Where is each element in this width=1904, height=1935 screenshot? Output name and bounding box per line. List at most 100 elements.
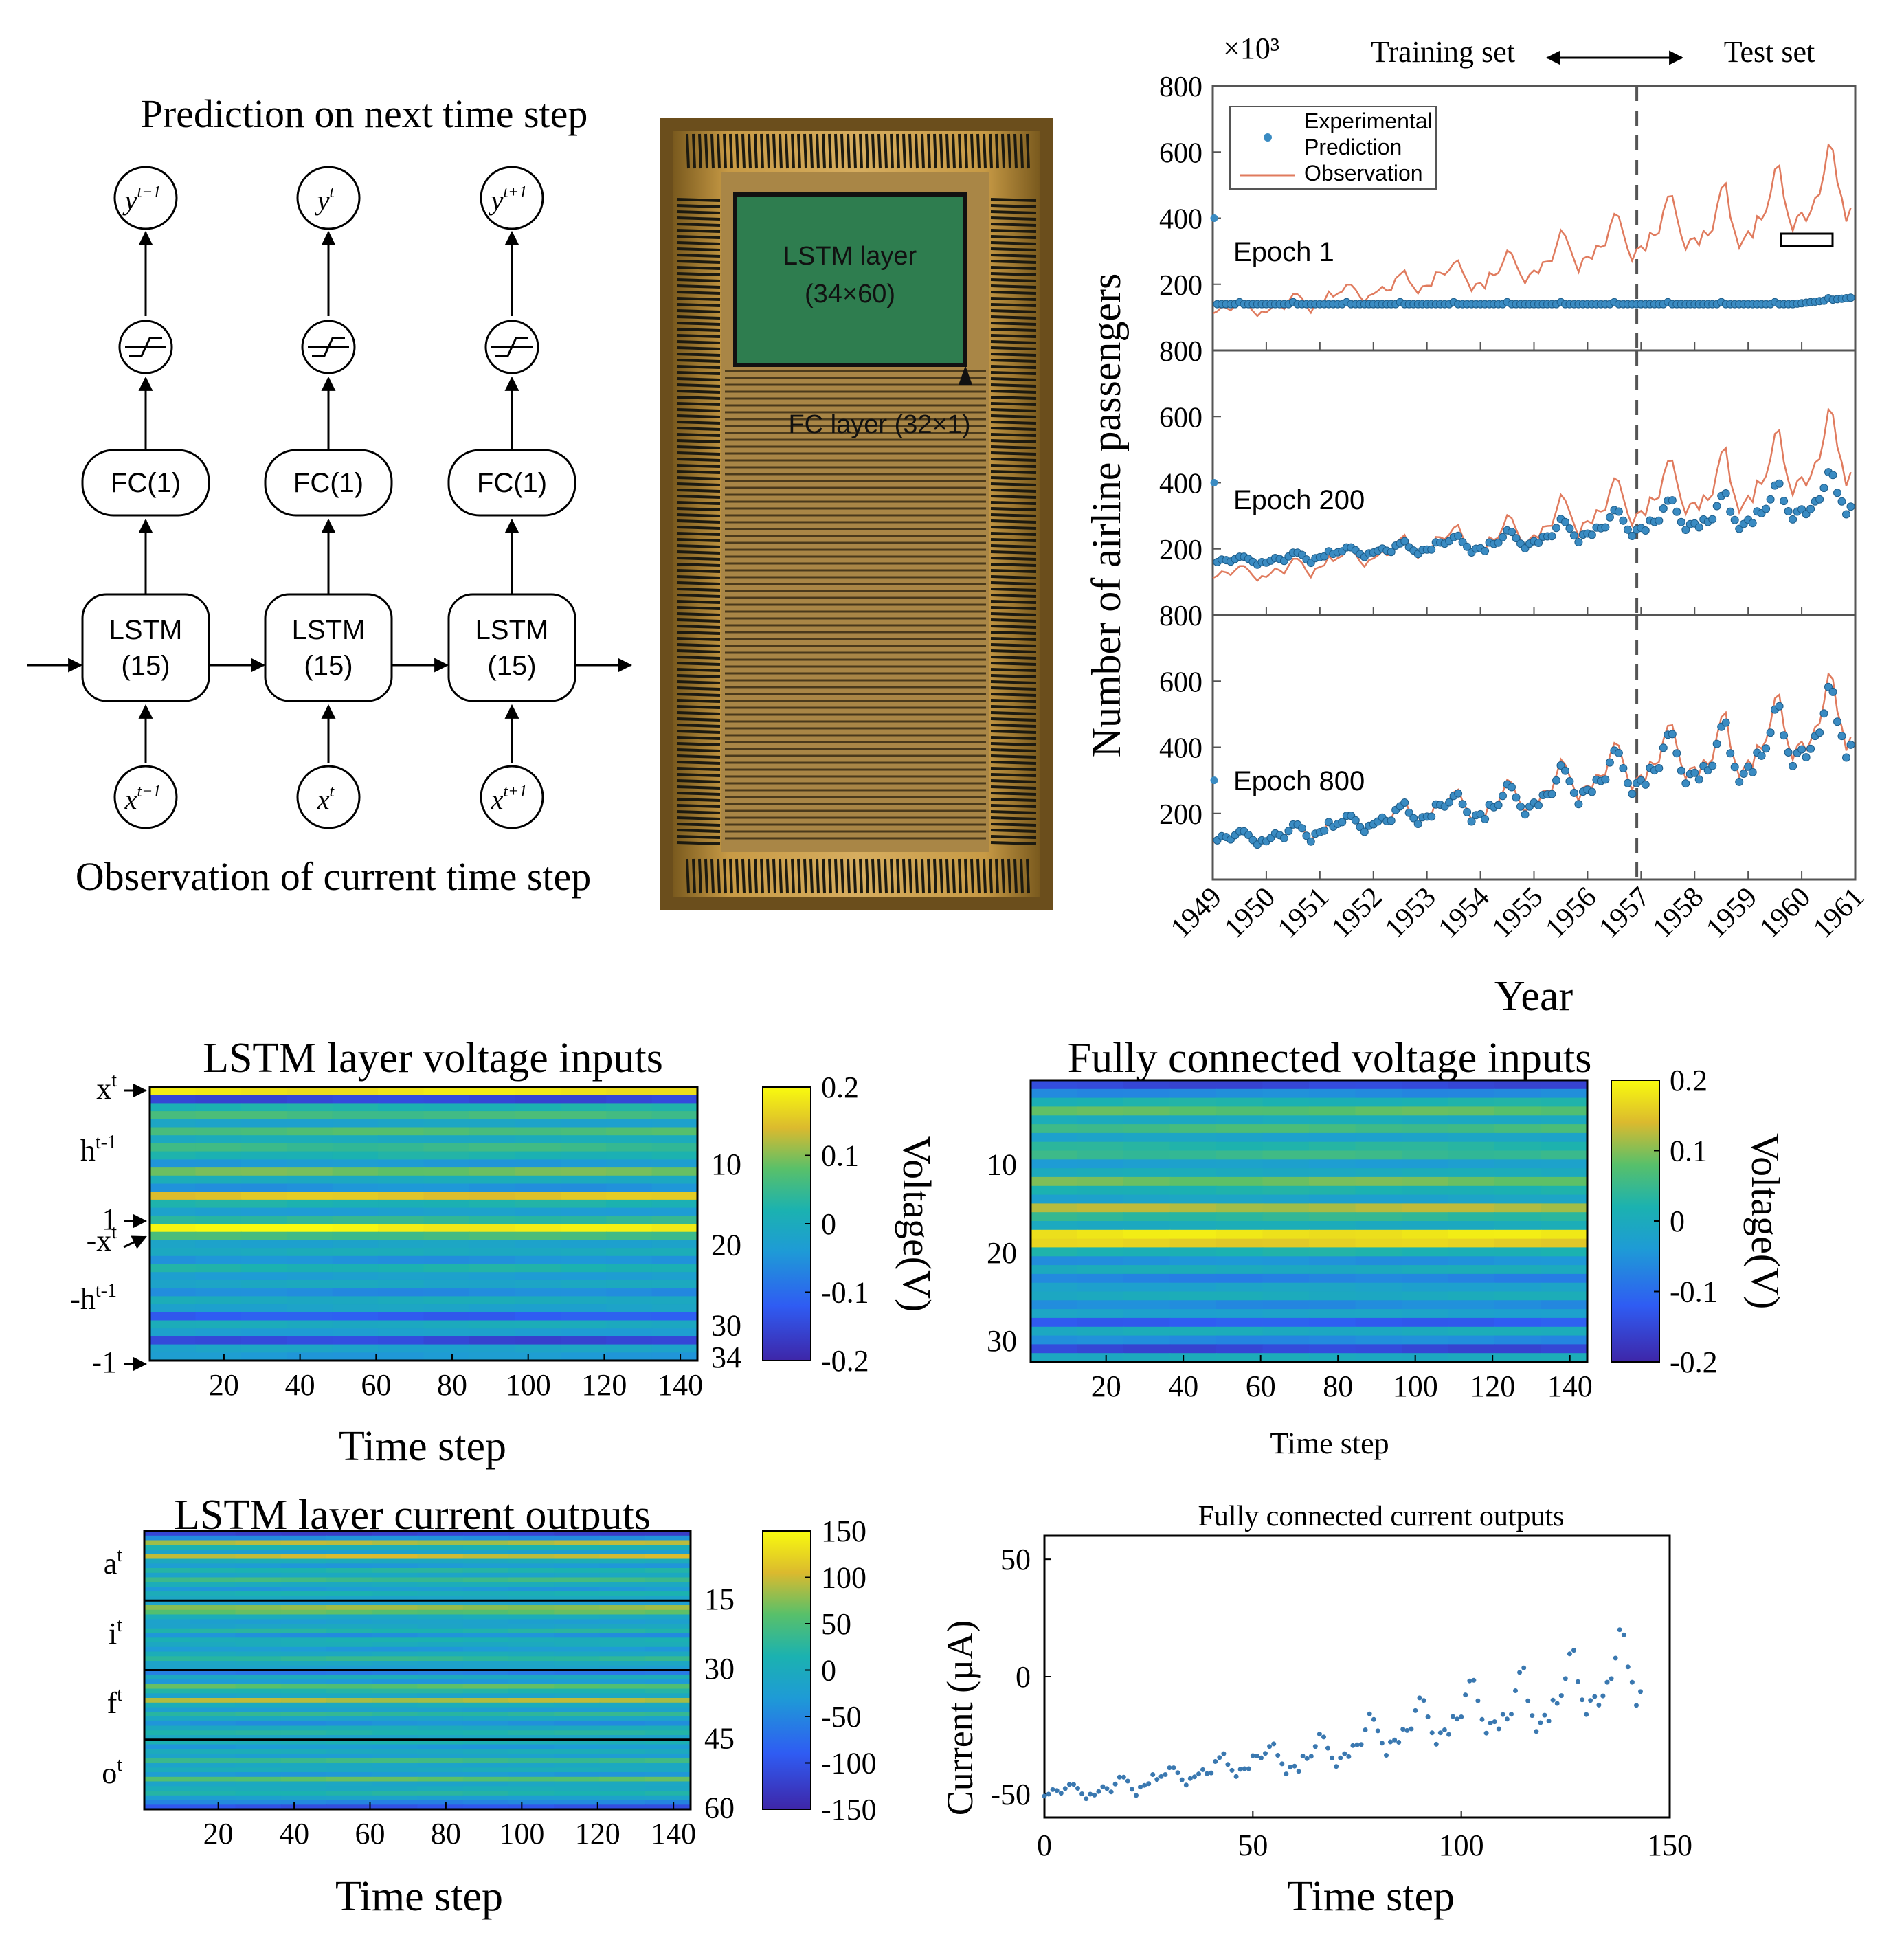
row-group-label-base: -x [87, 1224, 112, 1257]
current-point [1066, 1782, 1072, 1787]
heatmap-cell [195, 1240, 242, 1249]
heatmap-cell [235, 1735, 282, 1741]
heatmap-cell [508, 1646, 555, 1653]
chip-pad-right [990, 421, 1037, 425]
heatmap-cell [1494, 1273, 1542, 1284]
heatmap-cell [190, 1531, 236, 1536]
heatmap-cell [599, 1725, 646, 1731]
heatmap-cell [651, 1255, 698, 1265]
heatmap-cell [1123, 1097, 1171, 1108]
heatmap-cell [144, 1554, 191, 1560]
heatmap-cell [1031, 1247, 1078, 1257]
prediction-point [1534, 801, 1543, 809]
current-point [1042, 1793, 1047, 1799]
heatmap-cell [190, 1614, 236, 1620]
heatmap-cell [1077, 1247, 1124, 1257]
chip-pad-bottom [933, 858, 937, 894]
chip-pad-left [676, 408, 721, 412]
heatmap-frame [1029, 1079, 1589, 1363]
current-point [1300, 1754, 1306, 1758]
current-point [1138, 1785, 1143, 1790]
gate-label: ot [102, 1754, 122, 1790]
heatmap-cell [1123, 1141, 1171, 1152]
current-point [1363, 1727, 1368, 1732]
heatmap-cell [235, 1568, 282, 1574]
heatmap-cell [554, 1712, 601, 1717]
current-point [1046, 1791, 1051, 1797]
heatmap-cell [144, 1582, 191, 1587]
heatmap-cell [1169, 1317, 1217, 1328]
test-set-label: Test set [1724, 35, 1815, 69]
colorbar-tick-label: 0.1 [821, 1139, 859, 1173]
heatmap-cell [469, 1199, 516, 1209]
lstm-voltage-title: LSTM layer voltage inputs [203, 1035, 663, 1082]
heatmap-cell [469, 1344, 516, 1354]
heatmap-cell [280, 1767, 328, 1773]
heatmap-cell [645, 1675, 692, 1680]
heatmap-cell [1448, 1353, 1495, 1363]
lstm-current-xlabel: Time step [335, 1873, 503, 1920]
heatmap-cell [280, 1684, 328, 1690]
prediction-point [1655, 516, 1664, 525]
heatmap-cell [280, 1735, 328, 1741]
heatmap-cell [599, 1656, 646, 1662]
heatmap-cell [1541, 1309, 1588, 1319]
heatmap-cell [645, 1661, 692, 1666]
heatmap-cell [240, 1207, 288, 1217]
heatmap-cell [1031, 1229, 1078, 1240]
legend-entry: Prediction [1304, 135, 1402, 159]
diagram-title-bottom: Observation of current time step [76, 854, 592, 899]
heatmap-cell [606, 1167, 653, 1176]
colorbar [1611, 1080, 1660, 1363]
legend-entry: Experimental [1304, 109, 1433, 133]
heatmap-cell [150, 1279, 197, 1289]
prediction-point [1569, 788, 1578, 797]
heatmap-cell [1216, 1221, 1264, 1231]
heatmap-cell [1077, 1282, 1124, 1293]
heatmap-cell [280, 1563, 328, 1569]
heatmap-cell [417, 1791, 464, 1796]
heatmap-cell [1494, 1317, 1542, 1328]
chip-pad-left [676, 340, 721, 344]
chip-pad-bottom [692, 858, 696, 894]
prediction-point [1547, 790, 1556, 798]
heatmap-cell [1031, 1353, 1078, 1363]
chip-pad-bottom [964, 858, 968, 894]
chip-pad-right [990, 581, 1037, 585]
heatmap-cell [462, 1716, 510, 1722]
heatmap-cell [1262, 1273, 1310, 1284]
heatmap-cell [372, 1675, 418, 1680]
prediction-point [1404, 808, 1413, 817]
colorbar-tick-label: 150 [821, 1514, 866, 1548]
y-tick-label: 600 [1159, 402, 1202, 434]
heatmap-cell [190, 1545, 236, 1550]
heatmap-cell [144, 1693, 191, 1699]
prediction-point [1565, 777, 1574, 785]
heatmap-cell [287, 1288, 333, 1297]
heatmap-cell [235, 1707, 282, 1712]
chip-pad-left [676, 668, 721, 672]
heatmap-cell [560, 1095, 607, 1104]
x-tick-label: 120 [1470, 1369, 1515, 1403]
heatmap-cell [1541, 1238, 1588, 1249]
heatmap-cell [240, 1095, 288, 1104]
heatmap-cell [423, 1240, 470, 1249]
input-label: xt [317, 783, 335, 815]
heatmap-cell [1123, 1256, 1171, 1266]
heatmap-cell [1077, 1273, 1124, 1284]
x-tick-label: 120 [575, 1817, 620, 1850]
heatmap-cell [190, 1633, 236, 1638]
heatmap-cell [1216, 1115, 1264, 1125]
y-tick-label: -50 [990, 1778, 1031, 1811]
heatmap-cell [1123, 1335, 1171, 1345]
heatmap-cell [1355, 1124, 1402, 1134]
heatmap-cell [645, 1693, 692, 1699]
heatmap-cell [1402, 1088, 1449, 1099]
x-tick-label: 1951 [1272, 882, 1335, 945]
y-tick-label: 200 [1159, 270, 1202, 302]
heatmap-cell [190, 1725, 236, 1731]
prediction-point [1762, 744, 1771, 753]
y-tick-label: 800 [1159, 71, 1202, 103]
heatmap-cell [554, 1791, 601, 1796]
current-point [1388, 1739, 1393, 1745]
